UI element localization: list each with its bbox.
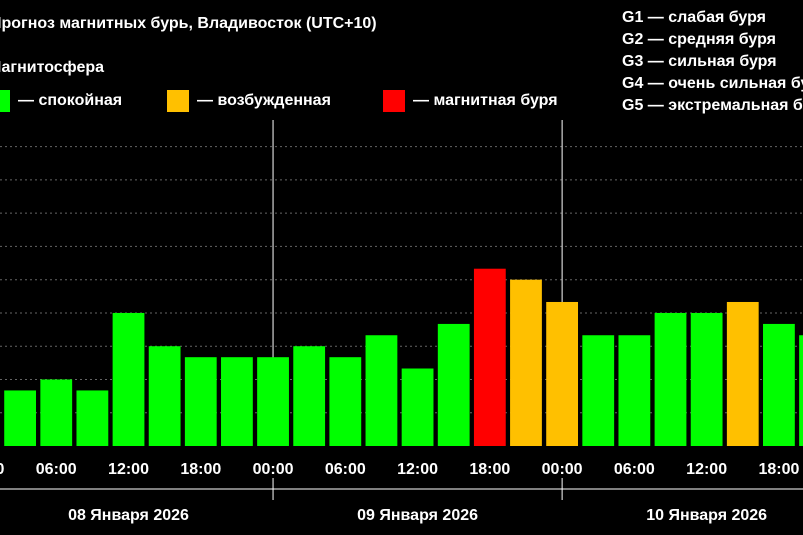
legend-label: — спокойная bbox=[18, 92, 122, 109]
scale-note: G1 — слабая буря bbox=[622, 9, 766, 26]
x-tick-label: 06:00 bbox=[614, 461, 655, 478]
bar bbox=[618, 335, 651, 446]
bar bbox=[293, 346, 326, 446]
day-label: 10 Января 2026 bbox=[646, 507, 767, 524]
bar bbox=[654, 312, 687, 446]
scale-note: G5 — экстремальная буря bbox=[622, 97, 803, 114]
x-tick-label: 12:00 bbox=[108, 461, 149, 478]
x-tick-label: 18:00 bbox=[180, 461, 221, 478]
bar bbox=[221, 357, 253, 446]
bar bbox=[184, 357, 217, 446]
bar bbox=[582, 335, 615, 446]
bar bbox=[726, 301, 759, 446]
chart-title: Прогноз магнитных бурь, Владивосток (UTC… bbox=[0, 15, 377, 32]
x-tick-label: 12:00 bbox=[397, 461, 438, 478]
bar bbox=[763, 323, 795, 446]
x-tick-label: 00:00 bbox=[542, 461, 583, 478]
bar bbox=[799, 335, 803, 446]
legend-label: — магнитная буря bbox=[413, 92, 558, 109]
x-tick-label: 06:00 bbox=[36, 461, 77, 478]
legend-swatch bbox=[383, 90, 405, 112]
x-tick-label: 18:00 bbox=[758, 461, 799, 478]
legend-label: — возбужденная bbox=[197, 92, 331, 109]
bar bbox=[148, 346, 181, 446]
bar bbox=[4, 390, 37, 446]
scale-note: G3 — сильная буря bbox=[622, 53, 777, 70]
legend-swatch bbox=[167, 90, 189, 112]
bar bbox=[473, 268, 506, 446]
bar bbox=[401, 368, 434, 446]
day-label: 09 Января 2026 bbox=[357, 507, 478, 524]
bar bbox=[257, 357, 289, 446]
x-tick-label: 12:00 bbox=[686, 461, 727, 478]
bar bbox=[690, 312, 723, 446]
legend-title: Магнитосфера bbox=[0, 59, 104, 76]
bar bbox=[510, 279, 542, 446]
bar bbox=[437, 323, 470, 446]
x-tick-label: 18:00 bbox=[469, 461, 510, 478]
day-label: 08 Января 2026 bbox=[68, 507, 189, 524]
bar bbox=[112, 312, 145, 446]
scale-note: G4 — очень сильная буря bbox=[622, 75, 803, 92]
x-tick-label: 06:00 bbox=[325, 461, 366, 478]
x-tick-label: 00:00 bbox=[253, 461, 294, 478]
bar bbox=[365, 335, 398, 446]
bar bbox=[329, 357, 362, 446]
scale-note: G2 — средняя буря bbox=[622, 31, 776, 48]
legend-swatch bbox=[0, 90, 10, 112]
bar bbox=[40, 379, 73, 446]
x-tick-label: 00:00 bbox=[0, 461, 5, 478]
bar bbox=[76, 390, 109, 446]
bar bbox=[546, 301, 579, 446]
